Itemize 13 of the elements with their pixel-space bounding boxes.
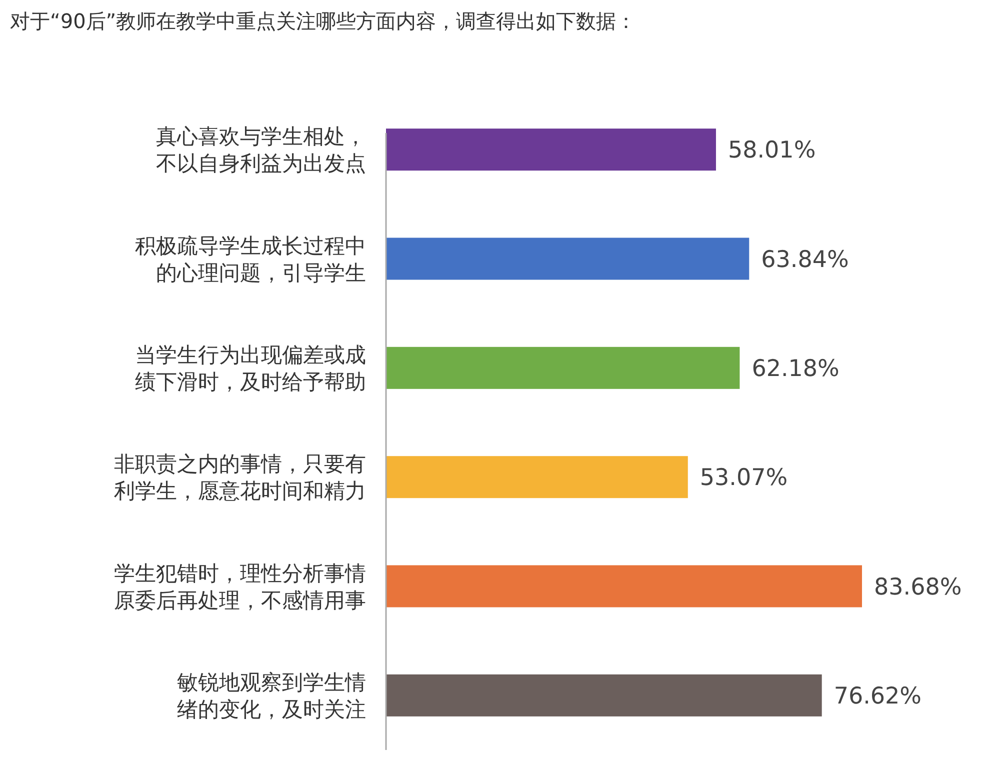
- data-label: 63.84%: [761, 246, 849, 273]
- data-label: 58.01%: [728, 138, 816, 164]
- y-tick-label: 敏锐地观察到学生情绪的变化，及时关注: [177, 670, 366, 722]
- y-tick-label: 学生犯错时，理性分析事情原委后再处理，不感情用事: [114, 561, 366, 612]
- y-tick-label: 当学生行为出现偏差或成绩下滑时，及时给予帮助: [135, 342, 366, 394]
- data-label: 53.07%: [700, 465, 788, 492]
- data-label: 76.62%: [834, 683, 922, 710]
- y-tick-label: 积极疏导学生成长过程中的心理问题，引导学生: [135, 234, 366, 285]
- data-label: 83.68%: [874, 574, 962, 600]
- y-tick-label: 非职责之内的事情，只要有利学生，愿意花时间和精力: [114, 452, 366, 504]
- y-tick-label: 真心喜欢与学生相处，不以自身利益为出发点: [156, 124, 366, 176]
- data-label: 62.18%: [752, 356, 840, 382]
- title: 对于“90后”教师在教学中重点关注哪些方面内容，调查得出如下数据：: [10, 9, 636, 33]
